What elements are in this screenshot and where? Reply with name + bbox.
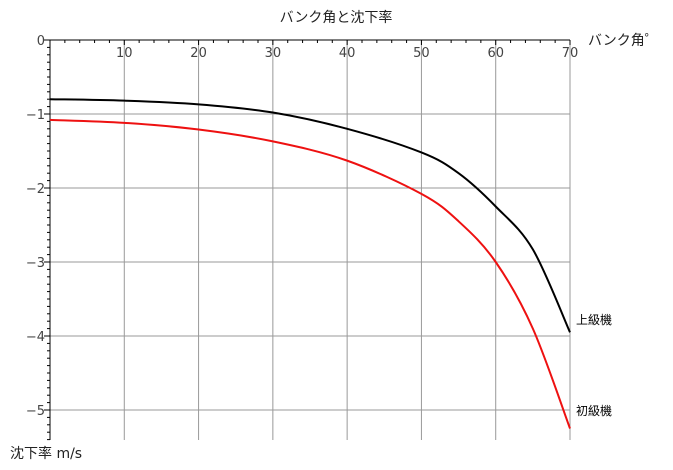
x-tick-label: 60: [487, 46, 504, 61]
series-lines: [49, 98, 571, 429]
x-tick-label: 30: [265, 46, 282, 61]
chart-title: バンク角と沈下率: [280, 9, 393, 26]
y-axis-label: 沈下率 m/s: [10, 445, 82, 462]
series-line-advanced: [49, 98, 571, 333]
y-tick-label: −3: [26, 256, 45, 271]
x-tick-label: 20: [190, 46, 207, 61]
x-tick-label: 40: [339, 46, 356, 61]
x-tick-label: 10: [116, 46, 133, 61]
y-tick-label: 0: [37, 34, 45, 49]
y-tick-label: −2: [26, 182, 45, 197]
series-label-beginner: 初級機: [576, 403, 612, 418]
grid: [50, 40, 571, 440]
axes: [44, 39, 571, 441]
x-tick-label: 70: [562, 46, 579, 61]
series-label-advanced: 上級機: [576, 312, 612, 327]
x-tick-label: 50: [413, 46, 430, 61]
y-tick-label: −4: [26, 330, 45, 345]
series-line-beginner: [49, 118, 571, 429]
y-tick-label: −5: [26, 404, 45, 419]
x-axis-label: バンク角゜: [588, 33, 659, 49]
y-tick-label: −1: [26, 108, 45, 123]
tick-labels: 10 20 30 40 50 60 70 0 −1 −2 −3 −4 −5: [26, 34, 578, 419]
